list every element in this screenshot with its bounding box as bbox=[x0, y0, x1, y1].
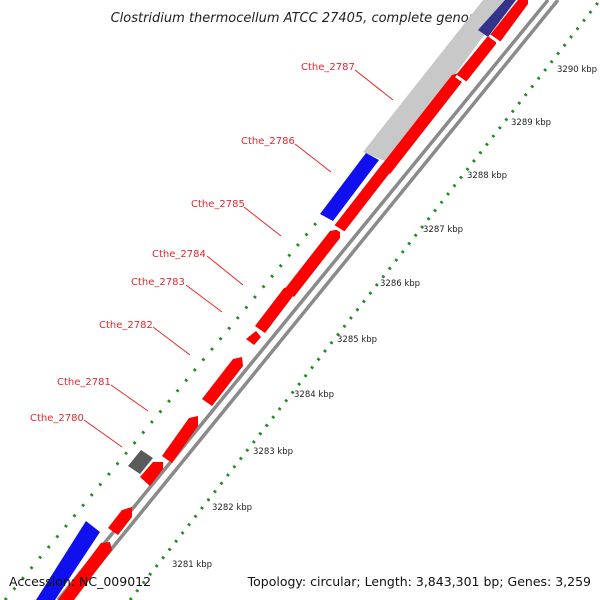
scale-labels: 3281 kbp 3282 kbp 3283 kbp 3284 kbp 3285… bbox=[172, 65, 597, 570]
scale-label-3286: 3286 kbp bbox=[380, 279, 420, 289]
cds-arrow bbox=[490, 0, 528, 42]
cds-arrow bbox=[162, 416, 198, 463]
gene-label-cthe-2781: Cthe_2781 bbox=[57, 377, 111, 388]
gene-feature-blue bbox=[320, 153, 379, 221]
scale-label-3287: 3287 kbp bbox=[423, 225, 463, 235]
gene-label-cthe-2783: Cthe_2783 bbox=[131, 277, 185, 288]
gene-feature-blue bbox=[36, 521, 100, 600]
cds-arrow bbox=[456, 35, 496, 82]
accession-text: Accession: NC_009012 bbox=[9, 574, 151, 589]
feature-track-cds bbox=[58, 0, 528, 600]
cds-arrow bbox=[58, 542, 112, 600]
gene-label-cthe-2785: Cthe_2785 bbox=[191, 199, 245, 210]
genome-summary-text: Topology: circular; Length: 3,843,301 bp… bbox=[247, 574, 591, 589]
feature-track-upper bbox=[36, 0, 516, 600]
cds-arrow bbox=[255, 286, 293, 333]
cds-arrow bbox=[284, 229, 340, 297]
scale-label-3288: 3288 kbp bbox=[467, 171, 507, 181]
gene-label-cthe-2787: Cthe_2787 bbox=[301, 62, 355, 73]
feature-separators bbox=[332, 34, 501, 236]
gene-labels: Cthe_2780 Cthe_2781 Cthe_2782 Cthe_2783 … bbox=[30, 62, 355, 424]
cds-arrow bbox=[202, 357, 243, 406]
gene-feature-dark-gray bbox=[128, 450, 153, 474]
backbone bbox=[56, 0, 560, 600]
scale-label-3289: 3289 kbp bbox=[511, 118, 551, 128]
scale-label-3282: 3282 kbp bbox=[212, 503, 252, 513]
scale-label-3283: 3283 kbp bbox=[253, 447, 293, 457]
gene-label-cthe-2786: Cthe_2786 bbox=[241, 136, 295, 147]
scale-label-3285: 3285 kbp bbox=[337, 335, 377, 345]
cds-arrow bbox=[246, 331, 261, 345]
gene-label-cthe-2780: Cthe_2780 bbox=[30, 413, 84, 424]
scale-label-3284: 3284 kbp bbox=[294, 390, 334, 400]
scale-label-3281: 3281 kbp bbox=[172, 560, 212, 570]
cds-arrow bbox=[380, 72, 462, 174]
scale-label-3290: 3290 kbp bbox=[557, 65, 597, 75]
gene-feature-gray bbox=[363, 0, 510, 163]
cds-arrow bbox=[140, 462, 163, 486]
gene-feature-blue bbox=[478, 0, 516, 37]
cds-arrow bbox=[334, 160, 392, 232]
gene-label-cthe-2782: Cthe_2782 bbox=[99, 320, 153, 331]
cds-arrow bbox=[108, 507, 132, 535]
map-title: Clostridium thermocellum ATCC 27405, com… bbox=[111, 11, 490, 26]
gene-label-cthe-2784: Cthe_2784 bbox=[152, 249, 206, 260]
label-leaders bbox=[83, 69, 394, 448]
inner-dot-track bbox=[128, 0, 600, 600]
